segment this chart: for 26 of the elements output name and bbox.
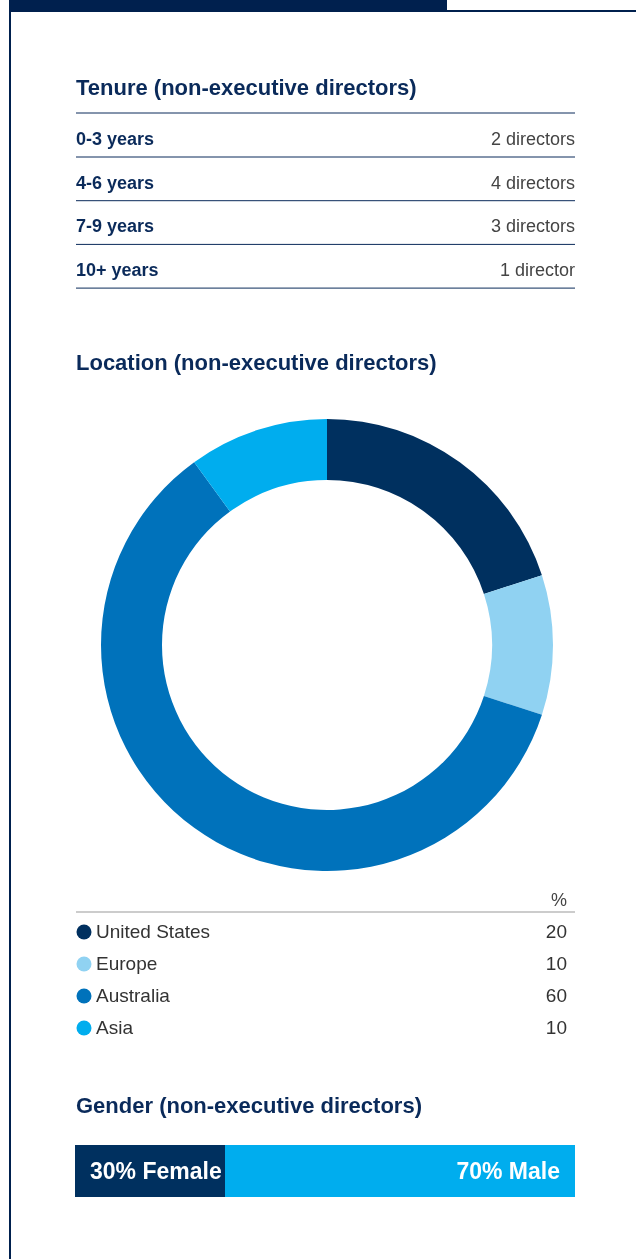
category-label: 0-3 years — [76, 129, 155, 149]
data-label: 20 — [545, 921, 567, 942]
legend-label: Asia — [96, 1017, 134, 1038]
category-label: 4-6 years — [76, 172, 155, 193]
text: 1 director — [499, 260, 575, 281]
legend-label: Europe — [96, 953, 158, 974]
donut-slice — [483, 575, 553, 715]
text: 2 directors — [490, 129, 575, 149]
category-label: 7-9 years — [76, 216, 155, 237]
data-label: 30% Female — [90, 1158, 222, 1184]
donut-slice — [194, 419, 327, 512]
chart-title: Location (non-executive directors) — [76, 350, 437, 375]
data-label: 70% Male — [456, 1158, 560, 1184]
data-label: 60 — [545, 985, 567, 1006]
text: 3 directors — [490, 216, 575, 237]
data-label: 10 — [545, 953, 567, 974]
text: Tenure (non-executive directors) — [76, 75, 417, 100]
text: 4 directors — [490, 172, 575, 193]
donut-slice — [101, 462, 542, 871]
chart-title: Gender (non-executive directors) — [76, 1093, 422, 1118]
category-label: 10+ years — [76, 260, 159, 281]
donut-slice — [327, 419, 542, 595]
data-label: 10 — [545, 1017, 567, 1038]
text: % — [550, 890, 567, 910]
legend-label: Australia — [96, 985, 171, 1006]
legend-label: United States — [96, 921, 211, 942]
